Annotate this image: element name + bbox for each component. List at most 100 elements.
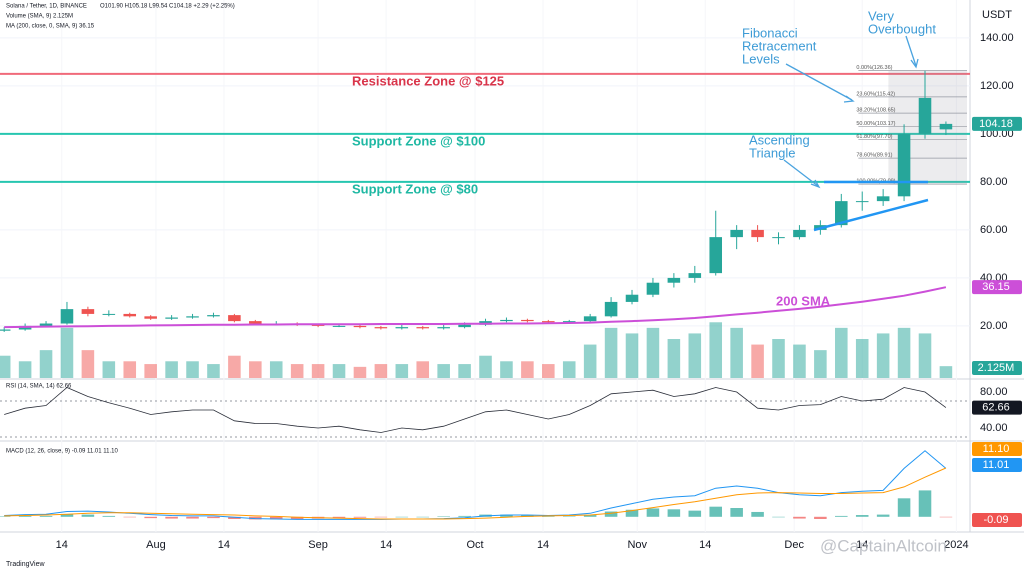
- arrow: [783, 159, 819, 187]
- triangle-bottom: [813, 198, 929, 232]
- x-tick-label: Nov: [627, 539, 647, 551]
- macd-histogram-bar: [751, 511, 764, 517]
- signal-value-label: 11.10: [983, 443, 1010, 455]
- candle-body: [0, 329, 11, 331]
- macd-line: [4, 467, 947, 520]
- volume-bar: [939, 366, 953, 378]
- candle-body: [186, 316, 199, 318]
- macd-value-label-bg: [972, 458, 1022, 472]
- x-tick-label: Aug: [146, 539, 166, 551]
- macd-histogram-bar: [228, 516, 241, 519]
- candle-body: [81, 309, 95, 314]
- rsi-value-label-bg: [972, 400, 1022, 415]
- macd-histogram-bar: [772, 516, 785, 518]
- macd-histogram-bar: [165, 516, 178, 519]
- last-price-label: 104.18: [979, 118, 1013, 130]
- volume-bar: [625, 333, 639, 378]
- volume-bar: [249, 361, 262, 378]
- candle-body: [249, 321, 262, 324]
- x-tick-label: Sep: [308, 539, 328, 551]
- zone-label: Support Zone @ $100: [352, 133, 485, 148]
- fib-label: 23.60%(115.42): [856, 91, 895, 97]
- x-tick-label: Dec: [784, 539, 804, 551]
- y-tick-label: 120.00: [980, 80, 1014, 92]
- candle-body: [374, 327, 388, 329]
- candle-body: [772, 237, 785, 239]
- candle-body: [102, 313, 116, 315]
- candle-body: [416, 327, 430, 329]
- last-price-label-bg: [972, 116, 1022, 131]
- macd-histogram-bar: [835, 515, 848, 517]
- volume-bar: [416, 361, 430, 378]
- macd-histogram-bar: [374, 516, 388, 518]
- macd-histogram-bar: [667, 509, 681, 517]
- arrow-head: [843, 95, 855, 103]
- macd-histogram-bar: [416, 516, 430, 518]
- y-tick-label: 80.00: [980, 176, 1008, 188]
- arrow-head: [810, 179, 821, 189]
- volume-bar: [81, 350, 95, 378]
- volume-bar: [835, 327, 848, 378]
- candle-body: [897, 133, 911, 197]
- annotation: Ascending: [749, 132, 810, 147]
- candle-body: [835, 201, 848, 226]
- x-tick-label: 2024: [944, 539, 968, 551]
- rsi-value-label: 62.66: [982, 402, 1010, 414]
- volume-bar: [165, 361, 178, 378]
- volume-legend: Volume (SMA, 9) 2.125M: [6, 14, 73, 20]
- candle-body: [876, 196, 890, 202]
- macd-histogram-bar: [500, 514, 513, 517]
- rsi-line: [4, 387, 947, 433]
- volume-bar: [646, 327, 660, 378]
- x-tick-label: 14: [218, 539, 230, 551]
- macd-histogram-bar: [583, 515, 597, 517]
- volume-bar: [751, 344, 764, 378]
- macd-histogram-bar: [604, 511, 618, 517]
- volume-bar: [18, 361, 32, 378]
- candle-body: [228, 315, 241, 322]
- macd-histogram-bar: [542, 516, 555, 517]
- x-tick-label: 14: [56, 539, 68, 551]
- candle-body: [144, 316, 157, 319]
- annotation: Fibonacci: [742, 25, 798, 40]
- volume-bar: [479, 355, 492, 378]
- macd-histogram-bar: [814, 516, 827, 519]
- candle-body: [709, 237, 723, 274]
- zone-label: Support Zone @ $80: [352, 181, 478, 196]
- candle-body: [604, 301, 618, 317]
- macd-histogram-bar: [269, 516, 283, 520]
- volume-bar: [814, 350, 827, 378]
- volume-value-label: 2.125M: [978, 362, 1015, 374]
- volume-bar: [583, 344, 597, 378]
- macd-histogram-bar: [290, 516, 304, 519]
- macd-histogram-bar: [939, 516, 953, 518]
- macd-histogram-bar: [123, 516, 137, 518]
- macd-histogram-bar: [186, 516, 199, 519]
- symbol-title: Solana / Tether, 1D, BINANCE: [6, 4, 87, 10]
- volume-bar: [542, 364, 555, 378]
- candle-body: [918, 97, 932, 134]
- candle-body: [583, 316, 597, 322]
- candle-body: [311, 324, 325, 326]
- x-tick-label: 14: [380, 539, 392, 551]
- candle-body: [667, 277, 681, 283]
- volume-bar: [353, 366, 367, 378]
- fib-label: 38.20%(108.65): [856, 108, 895, 114]
- volume-bar: [793, 344, 806, 378]
- volume-bar: [604, 327, 618, 378]
- volume-bar: [102, 361, 116, 378]
- candle-body: [437, 327, 450, 329]
- fib-label: 50.00%(103.17): [856, 121, 895, 127]
- zone-label: Resistance Zone @ $125: [352, 73, 504, 88]
- macd-histogram-bar: [793, 516, 806, 519]
- macd-histogram-bar: [332, 516, 346, 519]
- macd-histogram-bar: [0, 516, 11, 517]
- histogram-value-label: -0.09: [983, 514, 1008, 526]
- volume-bar: [123, 361, 137, 378]
- y-tick-label: 20.00: [980, 320, 1008, 332]
- macd-histogram-bar: [353, 516, 367, 518]
- volume-bar: [855, 339, 869, 378]
- candle-body: [500, 319, 513, 322]
- macd-histogram-bar: [395, 516, 409, 518]
- volume-bar: [437, 364, 450, 378]
